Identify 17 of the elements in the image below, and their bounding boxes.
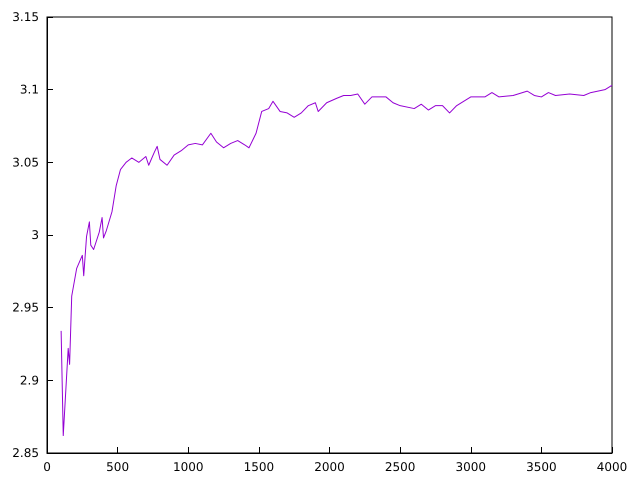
x-tick-label: 2000 [314,460,345,474]
y-tick-label: 3.05 [12,155,39,170]
y-tick-label: 3.15 [12,10,39,24]
x-tick-label: 0 [43,460,51,474]
x-tick-label: 1000 [172,460,204,474]
x-tick-label: 1500 [244,460,274,474]
y-tick-label: 3 [31,228,39,242]
x-tick-label: 2500 [384,460,416,474]
x-tick-label: 3500 [526,460,557,474]
line-series [60,84,612,436]
y-tick-label: 2.95 [12,300,39,315]
y-tick-label: 3.1 [20,82,39,97]
y-tick-label: 2.9 [20,373,39,388]
y-tick-label: 2.85 [12,446,39,460]
x-tick-label: 4000 [596,460,628,474]
x-tick-label: 500 [106,460,130,474]
x-tick-label: 3000 [455,460,486,474]
